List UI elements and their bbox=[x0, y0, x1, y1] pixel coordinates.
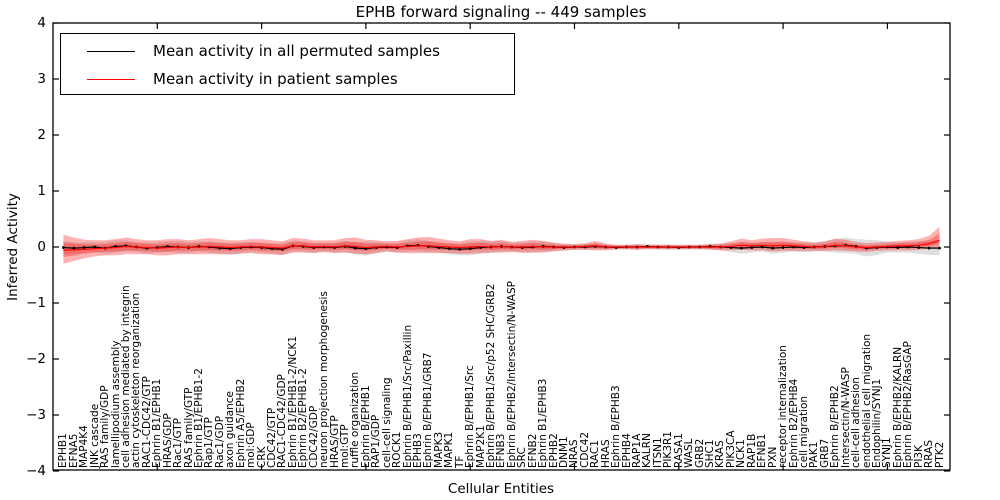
x-tick-label: WASL bbox=[683, 438, 696, 468]
legend-item-permuted: Mean activity in all permuted samples bbox=[61, 37, 514, 65]
x-tick-label: ROCK1 bbox=[391, 431, 404, 468]
y-tick-label: −1 bbox=[26, 295, 46, 311]
legend-line-sample-red bbox=[87, 78, 135, 80]
x-tick-label: actin cytoskeleton reorganization bbox=[130, 292, 143, 468]
x-tick-label: Rac1/GTP bbox=[172, 418, 185, 468]
x-tick-label: RAC1 bbox=[589, 440, 602, 468]
y-tick-label: 1 bbox=[37, 183, 46, 199]
legend-label: Mean activity in patient samples bbox=[153, 70, 398, 88]
x-tick-label: Ephrin B/EPHB1/GRB7 bbox=[422, 352, 435, 468]
x-tick-label: Ephrin B2/EPHB4 bbox=[787, 378, 800, 468]
x-tick-label: Ephrin B/EPHB2 bbox=[829, 385, 842, 468]
x-tick-label: Ephrin B/EPHB3 bbox=[610, 385, 623, 468]
legend-line-sample-black bbox=[87, 50, 135, 52]
y-tick-label: 3 bbox=[37, 71, 46, 87]
x-tick-label: PAK1 bbox=[808, 441, 821, 468]
x-tick-label: cell-cell adhesion bbox=[850, 377, 863, 468]
x-tick-label: neuron projection morphogenesis bbox=[318, 291, 331, 468]
y-tick-label: 0 bbox=[37, 239, 46, 255]
x-tick-label: SYNJ1 bbox=[881, 437, 894, 468]
x-tick-label: RAC1-CDC42/GDP bbox=[276, 374, 289, 468]
y-tick-label: −3 bbox=[26, 407, 46, 423]
x-tick-label: receptor internalization bbox=[777, 345, 790, 468]
x-tick-label: Ephrin B2/EPHB1-2 bbox=[297, 368, 310, 468]
x-tick-label: MAPK1 bbox=[443, 431, 456, 468]
x-tick-label: mol:GDP bbox=[245, 422, 258, 468]
x-tick-label: Rap1/GTP bbox=[203, 417, 216, 468]
x-tick-label: Ephrin B1/EPHB3 bbox=[537, 378, 550, 468]
x-tick-label: Ephrin B/EPHB2/Intersectin/N-WASP bbox=[505, 281, 518, 468]
x-tick-label: Ephrin B/EPHB1/Src bbox=[464, 365, 477, 468]
x-tick-label: KRAS bbox=[714, 440, 727, 468]
x-tick-label: RRAS bbox=[923, 439, 936, 468]
x-tick-label: NRAS bbox=[568, 439, 581, 468]
y-tick-label: 2 bbox=[37, 127, 46, 143]
y-tick-label: −2 bbox=[26, 351, 46, 367]
chart-title: EPHB forward signaling -- 449 samples bbox=[355, 3, 647, 21]
legend-item-patient: Mean activity in patient samples bbox=[61, 65, 514, 93]
x-tick-label: PIK3R1 bbox=[662, 431, 675, 468]
x-tick-label: RAP1/GDP bbox=[370, 414, 383, 468]
x-tick-label: Ephrin B/EPHB2/RasGAP bbox=[902, 341, 915, 468]
y-tick-label: 4 bbox=[37, 15, 46, 31]
x-axis-label: Cellular Entities bbox=[447, 481, 555, 497]
x-tick-label: SRC bbox=[516, 447, 529, 468]
x-tick-label: NCK1 bbox=[735, 439, 748, 468]
x-tick-label: MAP4K4 bbox=[78, 425, 91, 468]
legend: Mean activity in all permuted samples Me… bbox=[60, 33, 515, 95]
x-tick-label: ruffle organization bbox=[349, 371, 362, 468]
x-tick-label: PTK2 bbox=[933, 441, 946, 468]
x-tick-label: Ephrin B1/EPHB1 bbox=[151, 378, 164, 468]
y-tick-label: −4 bbox=[26, 463, 46, 479]
x-tick-label: EPHB1 bbox=[57, 433, 70, 468]
legend-label: Mean activity in all permuted samples bbox=[153, 42, 440, 60]
x-tick-label: KALRN bbox=[641, 433, 654, 468]
x-tick-label: EFNB3 bbox=[495, 433, 508, 468]
x-tick-label: RAS family/GDP bbox=[99, 385, 112, 468]
x-tick-label: endothelial cell migration bbox=[860, 333, 873, 468]
x-tick-label: axon guidance bbox=[224, 391, 237, 468]
x-tick-label: EFNB1 bbox=[756, 433, 769, 468]
